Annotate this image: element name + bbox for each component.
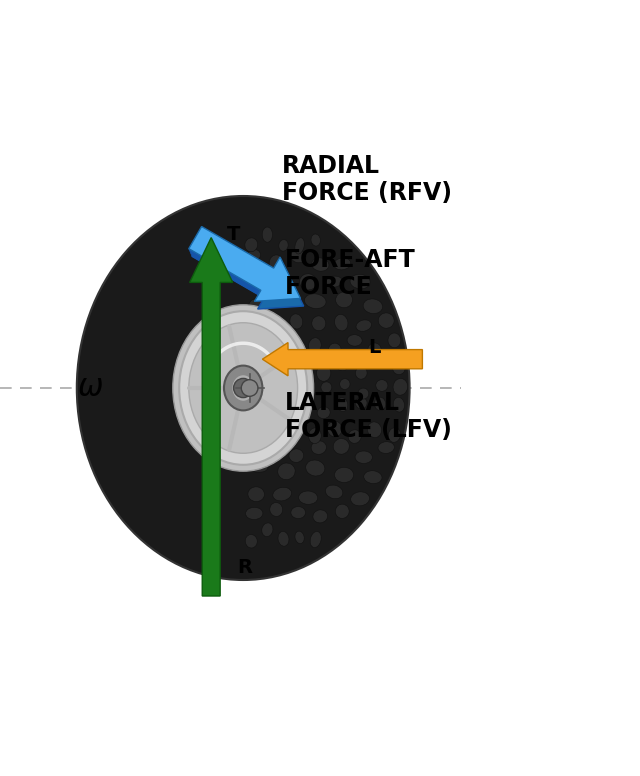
Ellipse shape (305, 294, 326, 309)
Ellipse shape (310, 532, 321, 548)
Ellipse shape (173, 305, 314, 471)
Ellipse shape (248, 250, 260, 261)
Ellipse shape (334, 258, 351, 270)
Ellipse shape (355, 367, 367, 379)
Circle shape (241, 379, 258, 397)
Ellipse shape (308, 338, 321, 353)
Ellipse shape (364, 471, 382, 483)
Ellipse shape (388, 333, 401, 348)
Ellipse shape (325, 485, 343, 499)
Ellipse shape (340, 379, 350, 390)
Ellipse shape (277, 292, 296, 305)
Ellipse shape (291, 507, 305, 518)
Text: FORE-AFT
FORCE: FORE-AFT FORCE (285, 248, 415, 300)
Ellipse shape (269, 255, 284, 271)
Ellipse shape (248, 270, 265, 286)
Ellipse shape (348, 430, 361, 443)
Ellipse shape (249, 299, 266, 314)
Text: RADIAL
FORCE (RFV): RADIAL FORCE (RFV) (282, 154, 452, 205)
Ellipse shape (308, 428, 321, 444)
Ellipse shape (356, 320, 371, 331)
Ellipse shape (270, 503, 283, 517)
FancyArrow shape (189, 237, 233, 596)
Ellipse shape (273, 281, 291, 294)
Ellipse shape (77, 196, 410, 580)
Ellipse shape (328, 421, 342, 437)
Polygon shape (189, 227, 301, 301)
Ellipse shape (262, 227, 273, 242)
Ellipse shape (246, 508, 263, 519)
Ellipse shape (300, 274, 317, 290)
Ellipse shape (393, 397, 404, 412)
Ellipse shape (232, 375, 255, 401)
Ellipse shape (291, 250, 306, 263)
Text: T: T (227, 225, 240, 244)
Ellipse shape (393, 362, 405, 375)
Ellipse shape (335, 467, 354, 483)
Ellipse shape (313, 510, 328, 523)
Ellipse shape (355, 451, 372, 463)
Ellipse shape (273, 487, 292, 501)
Ellipse shape (245, 535, 257, 548)
Ellipse shape (335, 504, 349, 518)
Text: LATERAL
FORCE (LFV): LATERAL FORCE (LFV) (285, 391, 452, 442)
Ellipse shape (306, 460, 325, 476)
Ellipse shape (328, 343, 341, 356)
FancyArrow shape (262, 342, 422, 376)
Ellipse shape (347, 334, 362, 346)
Polygon shape (192, 234, 304, 309)
Ellipse shape (368, 343, 381, 355)
Ellipse shape (312, 316, 326, 331)
Ellipse shape (295, 531, 304, 543)
Ellipse shape (374, 397, 386, 411)
Ellipse shape (393, 379, 408, 395)
Ellipse shape (311, 441, 326, 455)
Ellipse shape (335, 314, 348, 331)
Ellipse shape (388, 428, 401, 442)
Ellipse shape (321, 382, 332, 393)
Ellipse shape (335, 292, 353, 308)
Ellipse shape (326, 276, 342, 287)
Ellipse shape (333, 438, 349, 454)
Ellipse shape (351, 492, 369, 506)
Ellipse shape (299, 491, 317, 504)
Ellipse shape (179, 311, 307, 465)
Ellipse shape (262, 523, 273, 536)
Ellipse shape (355, 397, 367, 409)
Ellipse shape (378, 442, 394, 453)
Ellipse shape (295, 237, 305, 254)
Ellipse shape (278, 463, 295, 480)
Ellipse shape (317, 365, 331, 381)
Ellipse shape (245, 238, 258, 251)
Text: R: R (237, 558, 253, 577)
Ellipse shape (378, 313, 394, 328)
Ellipse shape (311, 234, 321, 246)
Text: L: L (368, 338, 381, 357)
Ellipse shape (337, 397, 348, 411)
Ellipse shape (358, 388, 369, 399)
Ellipse shape (279, 240, 288, 251)
Ellipse shape (363, 299, 383, 314)
Ellipse shape (374, 355, 385, 369)
Ellipse shape (376, 379, 388, 391)
Ellipse shape (312, 258, 329, 272)
Ellipse shape (290, 314, 303, 329)
Ellipse shape (367, 422, 381, 438)
Ellipse shape (289, 449, 303, 462)
Ellipse shape (350, 275, 370, 289)
Text: $\omega$: $\omega$ (77, 373, 102, 403)
Ellipse shape (335, 356, 349, 371)
Ellipse shape (248, 487, 264, 501)
Ellipse shape (189, 323, 298, 453)
Polygon shape (189, 248, 264, 298)
Ellipse shape (247, 461, 268, 473)
Ellipse shape (278, 532, 289, 546)
Ellipse shape (317, 407, 330, 418)
Circle shape (234, 379, 253, 397)
Ellipse shape (224, 365, 262, 411)
